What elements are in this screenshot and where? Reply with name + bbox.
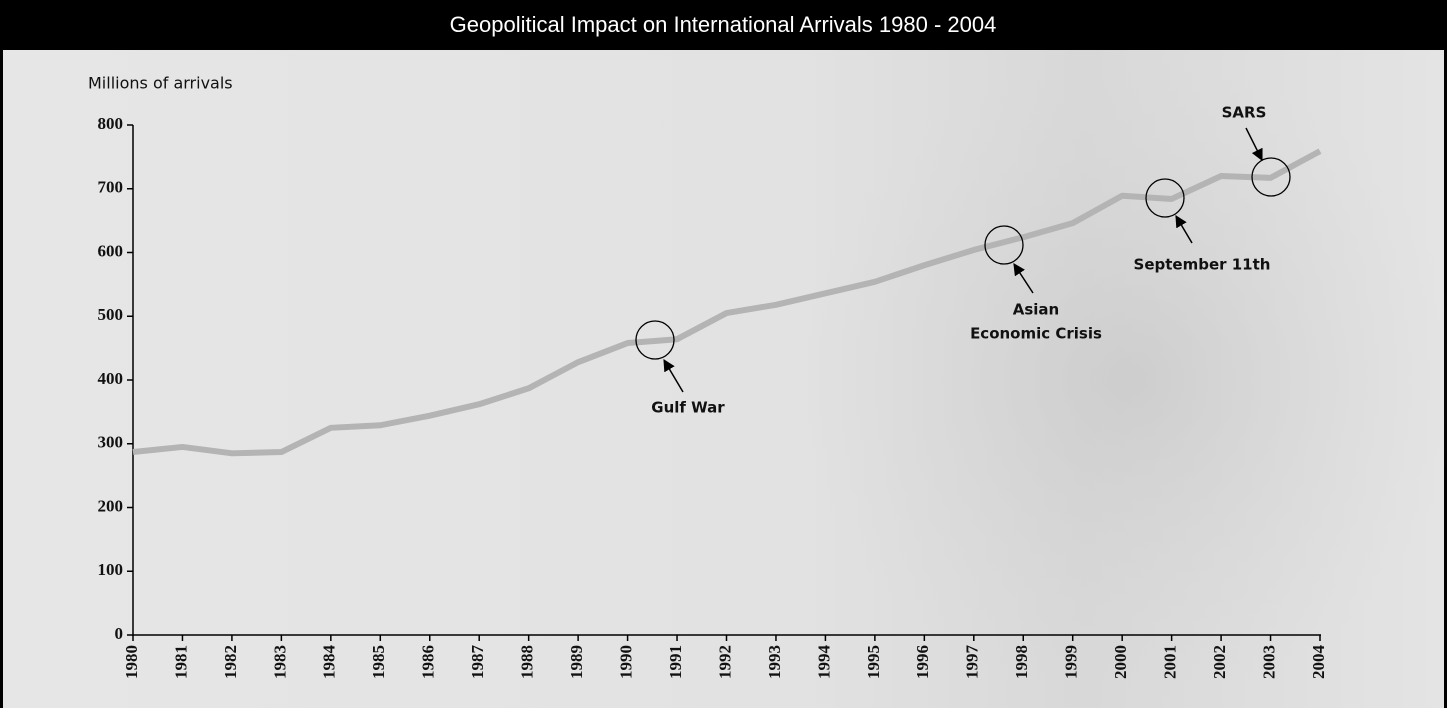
annotation-label: Asian — [1013, 301, 1059, 319]
y-tick-label: 0 — [115, 624, 124, 643]
y-tick-label: 800 — [98, 114, 124, 133]
x-tick-label: 1988 — [518, 645, 537, 679]
x-tick-label: 1995 — [864, 645, 883, 679]
x-tick-label: 1989 — [567, 645, 586, 679]
x-tick-label: 1987 — [468, 645, 487, 680]
background-photo — [800, 50, 1447, 708]
y-tick-label: 400 — [98, 369, 124, 388]
y-tick-label: 100 — [98, 560, 124, 579]
x-tick-label: 1993 — [765, 645, 784, 679]
chart: Geopolitical Impact on International Arr… — [0, 0, 1447, 708]
x-tick-label: 1996 — [913, 645, 932, 679]
x-tick-label: 1986 — [419, 645, 438, 679]
x-tick-label: 1997 — [963, 645, 982, 680]
x-tick-label: 1994 — [814, 645, 833, 680]
y-tick-label: 300 — [98, 433, 124, 452]
x-tick-label: 1992 — [715, 645, 734, 679]
x-tick-label: 1999 — [1062, 645, 1081, 679]
x-tick-label: 1991 — [666, 645, 685, 679]
x-tick-label: 2004 — [1309, 645, 1328, 680]
chart-title: Geopolitical Impact on International Arr… — [450, 12, 997, 37]
y-axis-label: Millions of arrivals — [88, 74, 233, 93]
annotation-label: Economic Crisis — [970, 325, 1102, 343]
y-tick-label: 200 — [98, 496, 124, 515]
x-tick-label: 1980 — [122, 645, 141, 679]
x-tick-label: 1981 — [171, 645, 190, 679]
y-tick-label: 500 — [98, 305, 124, 324]
annotation-label: Gulf War — [651, 399, 725, 417]
annotation-label: September 11th — [1134, 256, 1271, 274]
x-tick-label: 1990 — [616, 645, 635, 679]
x-tick-label: 2000 — [1111, 645, 1130, 679]
annotation-label: SARS — [1222, 104, 1267, 122]
x-tick-label: 1982 — [221, 645, 240, 679]
x-tick-label: 1985 — [369, 645, 388, 679]
y-tick-label: 600 — [98, 241, 124, 260]
x-tick-label: 2001 — [1161, 645, 1180, 679]
x-tick-label: 2002 — [1210, 645, 1229, 679]
x-tick-label: 1984 — [320, 645, 339, 680]
x-tick-label: 1983 — [270, 645, 289, 679]
y-tick-label: 700 — [98, 178, 124, 197]
x-tick-label: 2003 — [1259, 645, 1278, 679]
x-tick-label: 1998 — [1012, 645, 1031, 679]
